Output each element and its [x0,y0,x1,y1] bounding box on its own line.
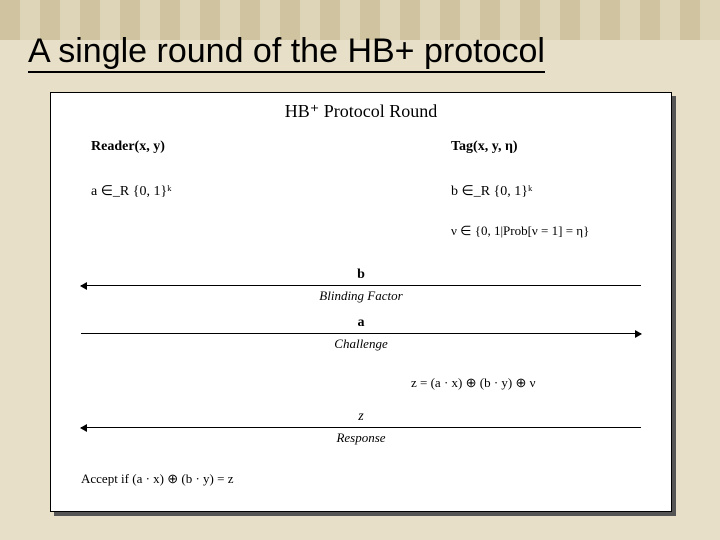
noise-line: ν ∈ {0, 1|Prob[ν = 1] = η} [451,223,589,239]
reader-sample: a ∈_R {0, 1}ᵏ [91,183,172,200]
arrow-response: z Response [81,427,641,428]
arrow-challenge-bottom: Challenge [81,336,641,352]
arrow-challenge: a Challenge [81,333,641,334]
arrow-blinding: b Blinding Factor [81,285,641,286]
reader-header: Reader(x, y) [91,139,165,155]
slide-title: A single round of the HB+ protocol [28,32,545,73]
tag-sample: b ∈_R {0, 1}ᵏ [451,183,532,200]
arrow-blinding-bottom: Blinding Factor [81,288,641,304]
arrow-blinding-top: b [81,267,641,283]
arrow-response-top: z [81,409,641,425]
compute-z: z = (a · x) ⊕ (b · y) ⊕ ν [411,375,536,391]
protocol-diagram: HB⁺ Protocol Round Reader(x, y) Tag(x, y… [50,92,672,512]
arrow-challenge-top: a [81,315,641,331]
slide-title-text: A single round of the HB+ protocol [28,32,545,73]
arrow-response-bottom: Response [81,430,641,446]
accept-line: Accept if (a · x) ⊕ (b · y) = z [81,471,234,487]
diagram-title: HB⁺ Protocol Round [51,101,671,122]
tag-header: Tag(x, y, η) [451,139,518,155]
